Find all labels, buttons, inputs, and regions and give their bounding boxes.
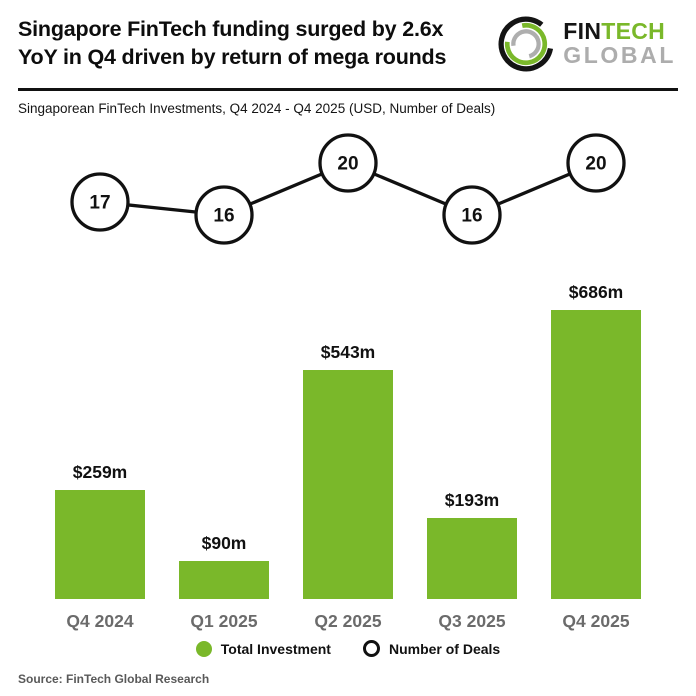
- number-of-deals-marker-icon: [362, 640, 380, 657]
- investment-bar: [55, 490, 145, 599]
- legend-item-total-investment: Total Investment: [195, 640, 331, 657]
- number-of-deals-line-chart: 17 16 20 16 20: [70, 133, 626, 245]
- investment-bar: [303, 370, 393, 599]
- logo-word-tech: TECH: [601, 18, 666, 45]
- deal-count-marker: 20: [318, 133, 378, 193]
- legend-label-number-of-deals: Number of Deals: [388, 640, 501, 657]
- combo-chart: 17 16 20 16 20 Total Investment Number of De…: [0, 124, 696, 669]
- investment-value-label: $259m: [72, 462, 128, 482]
- deal-count-marker: 16: [194, 185, 254, 245]
- source-note: Source: FinTech Global Research: [18, 672, 210, 686]
- deal-count-marker: 20: [566, 133, 626, 193]
- x-axis-label: Q2 2025: [314, 611, 382, 631]
- deal-count-value: 16: [213, 206, 234, 227]
- logo-wordmark: FINTECH GLOBAL: [563, 18, 676, 68]
- title-line-2: YoY in Q4 driven by return of mega round…: [18, 44, 447, 69]
- investment-bar: [179, 561, 269, 599]
- page-title: Singapore FinTech funding surged by 2.6x…: [18, 16, 446, 71]
- x-axis-label: Q4 2025: [562, 611, 630, 631]
- logo-word-global: GLOBAL: [563, 42, 676, 68]
- x-axis-label: Q4 2024: [66, 611, 134, 631]
- title-line-1: Singapore FinTech funding surged by 2.6x: [18, 17, 444, 41]
- investment-bar: [427, 518, 517, 599]
- deal-count-value: 20: [585, 154, 606, 175]
- investment-bar: [551, 310, 641, 599]
- investment-value-label: $686m: [568, 282, 624, 302]
- fintech-global-ring-logo-icon: [498, 16, 554, 72]
- header: Singapore FinTech funding surged by 2.6x…: [18, 16, 678, 76]
- deal-count-value: 17: [89, 193, 110, 214]
- total-investment-swatch-icon: [195, 640, 212, 657]
- deal-count-value: 16: [461, 206, 482, 227]
- x-axis-label: Q3 2025: [438, 611, 506, 631]
- chart-subtitle: Singaporean FinTech Investments, Q4 2024…: [18, 101, 496, 116]
- chart-legend: Total Investment Number of Deals: [0, 640, 696, 657]
- investment-value-label: $543m: [320, 342, 376, 362]
- x-axis-label: Q1 2025: [190, 611, 258, 631]
- legend-item-number-of-deals: Number of Deals: [362, 640, 501, 657]
- logo-line-fintech: FINTECH: [563, 18, 676, 45]
- deal-count-marker: 16: [442, 185, 502, 245]
- deal-count-value: 20: [337, 154, 358, 175]
- logo-word-fin: FIN: [563, 18, 602, 45]
- deal-count-marker: 17: [70, 172, 130, 232]
- investment-value-label: $193m: [444, 490, 500, 510]
- header-divider: [18, 88, 678, 91]
- investment-value-label: $90m: [201, 533, 247, 553]
- fintech-global-logo: FINTECH GLOBAL: [496, 14, 676, 74]
- legend-label-total-investment: Total Investment: [220, 640, 331, 657]
